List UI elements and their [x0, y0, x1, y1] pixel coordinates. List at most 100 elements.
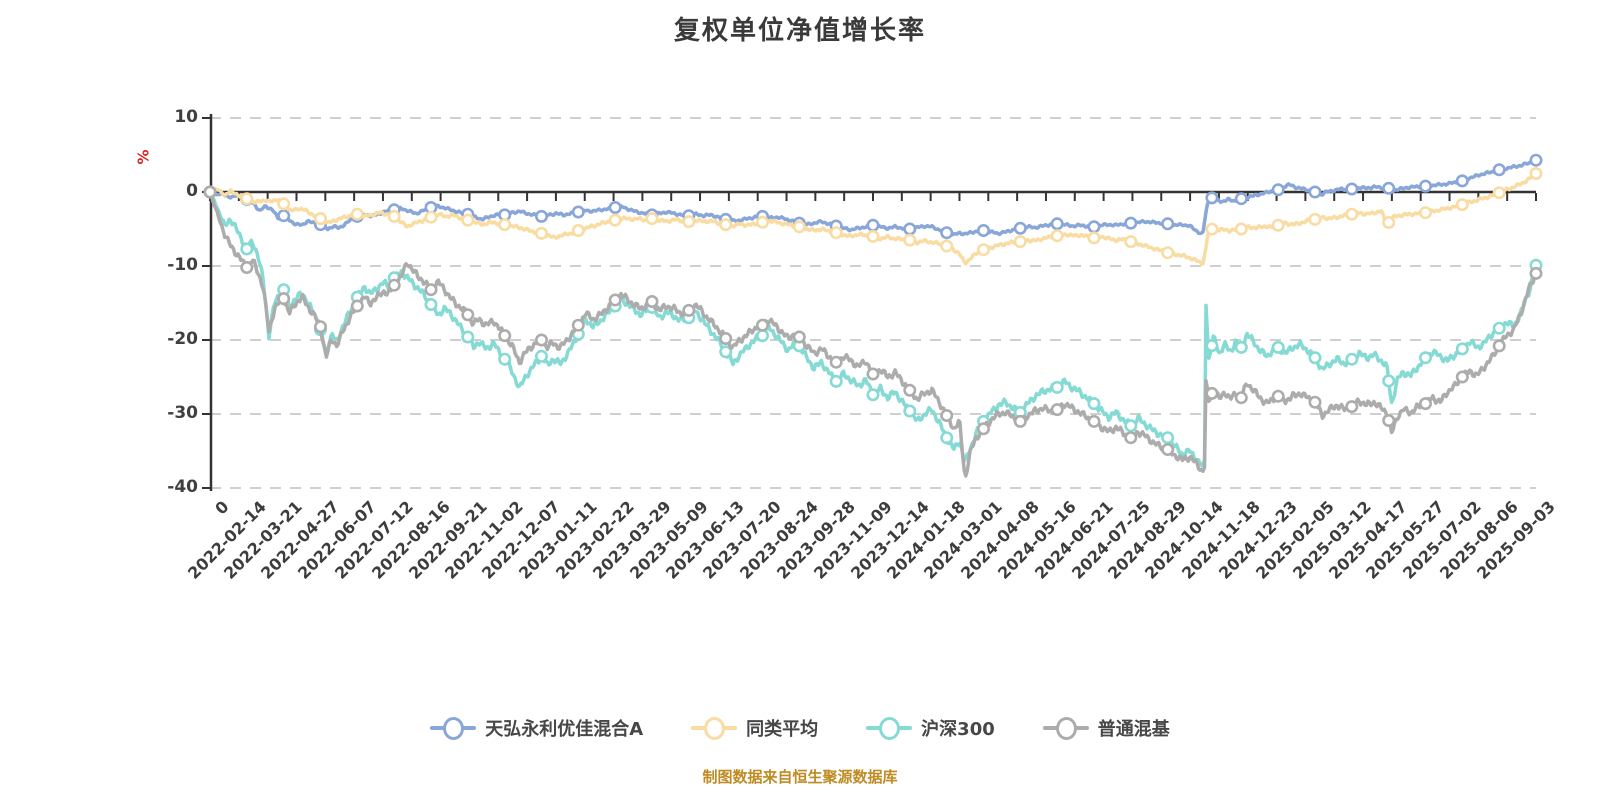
- data-point-marker: [534, 333, 548, 347]
- data-point-marker: [1308, 351, 1322, 365]
- data-point-marker: [277, 292, 291, 306]
- data-point-marker: [240, 242, 254, 256]
- data-point-marker: [571, 224, 585, 238]
- data-point-marker: [1382, 216, 1396, 230]
- legend-item-2[interactable]: 沪深300: [866, 715, 995, 741]
- data-point-marker: [940, 226, 954, 240]
- data-point-marker: [903, 222, 917, 236]
- data-point-marker: [1161, 217, 1175, 231]
- legend-label: 同类平均: [746, 719, 819, 740]
- legend-item-1[interactable]: 同类平均: [691, 715, 818, 741]
- data-point-marker: [792, 330, 806, 344]
- y-axis-label--40: -40: [167, 477, 198, 497]
- data-point-marker: [1271, 218, 1285, 232]
- data-point-marker: [608, 293, 622, 307]
- data-point-marker: [571, 205, 585, 219]
- data-point-marker: [1492, 321, 1506, 335]
- data-point-marker: [498, 218, 512, 232]
- data-point-marker: [534, 226, 548, 240]
- data-point-marker: [1271, 389, 1285, 403]
- legend-marker-icon: [691, 716, 738, 740]
- data-point-marker: [645, 212, 659, 226]
- data-point-marker: [1455, 342, 1469, 356]
- data-point-marker: [1205, 191, 1219, 205]
- data-point-marker: [792, 220, 806, 234]
- data-point-marker: [350, 299, 364, 313]
- data-point-marker: [940, 239, 954, 253]
- chart-title: 复权单位净值增长率: [673, 16, 926, 46]
- data-point-marker: [1529, 167, 1543, 181]
- data-point-marker: [940, 408, 954, 422]
- data-point-marker: [976, 243, 990, 257]
- data-point-marker: [1234, 340, 1248, 354]
- data-point-marker: [866, 218, 880, 232]
- data-point-marker: [277, 209, 291, 223]
- data-point-marker: [1050, 380, 1064, 394]
- data-point-marker: [755, 318, 769, 332]
- data-point-marker: [1013, 221, 1027, 235]
- series-markers-1: [203, 167, 1543, 260]
- data-point-marker: [1492, 186, 1506, 200]
- y-axis-label--30: -30: [167, 403, 198, 423]
- data-point-marker: [1308, 212, 1322, 226]
- data-point-marker: [829, 374, 843, 388]
- data-point-marker: [866, 388, 880, 402]
- data-point-marker: [387, 278, 401, 292]
- data-point-marker: [534, 349, 548, 363]
- data-point-marker: [719, 218, 733, 232]
- data-point-marker: [1087, 220, 1101, 234]
- legend-item-3[interactable]: 普通混基: [1042, 715, 1170, 741]
- data-point-marker: [1529, 153, 1543, 167]
- legend: 天弘永利优佳混合A 同类平均 沪深300 普通混基: [0, 706, 1600, 750]
- data-point-marker: [240, 260, 254, 274]
- data-point-marker: [1013, 235, 1027, 249]
- data-point-marker: [1124, 431, 1138, 445]
- data-point-marker: [1234, 192, 1248, 206]
- series-markers-3: [203, 185, 1543, 456]
- data-point-marker: [1124, 419, 1138, 433]
- data-point-marker: [719, 345, 733, 359]
- data-point-marker: [976, 422, 990, 436]
- data-point-marker: [313, 320, 327, 334]
- data-point-marker: [1492, 163, 1506, 177]
- data-point-marker: [1124, 235, 1138, 249]
- data-point-marker: [498, 352, 512, 366]
- y-axis-label-0: 0: [186, 181, 198, 201]
- data-point-marker: [1050, 229, 1064, 243]
- data-point-marker: [1234, 222, 1248, 236]
- data-point-marker: [1455, 174, 1469, 188]
- data-point-marker: [829, 355, 843, 369]
- data-point-marker: [1234, 391, 1248, 405]
- data-point-marker: [571, 318, 585, 332]
- data-point-marker: [903, 404, 917, 418]
- data-point-marker: [1087, 397, 1101, 411]
- data-point-marker: [534, 209, 548, 223]
- data-point-marker: [1087, 414, 1101, 428]
- data-point-marker: [1455, 370, 1469, 384]
- legend-label: 天弘永利优佳混合A: [485, 719, 644, 740]
- data-point-marker: [1419, 397, 1433, 411]
- legend-marker-icon: [1042, 716, 1089, 740]
- data-point-marker: [424, 210, 438, 224]
- gridlines: [210, 117, 1536, 489]
- series-lines: [203, 153, 1543, 478]
- data-point-marker: [1271, 340, 1285, 354]
- data-point-marker: [903, 233, 917, 247]
- data-point-marker: [424, 283, 438, 297]
- data-point-marker: [903, 383, 917, 397]
- data-point-marker: [1161, 431, 1175, 445]
- data-point-marker: [1308, 395, 1322, 409]
- data-point-marker: [829, 226, 843, 240]
- data-point-marker: [755, 215, 769, 229]
- data-point-marker: [1161, 246, 1175, 260]
- legend-item-0[interactable]: 天弘永利优佳混合A: [430, 715, 643, 741]
- data-point-marker: [682, 303, 696, 317]
- legend-label: 沪深300: [921, 719, 995, 740]
- data-point-marker: [1308, 185, 1322, 199]
- data-point-marker: [1419, 179, 1433, 193]
- data-point-marker: [866, 367, 880, 381]
- data-point-marker: [682, 215, 696, 229]
- data-point-marker: [461, 330, 475, 344]
- data-point-marker: [755, 329, 769, 343]
- footer-source-note: 制图数据来自恒生聚源数据库: [702, 768, 898, 786]
